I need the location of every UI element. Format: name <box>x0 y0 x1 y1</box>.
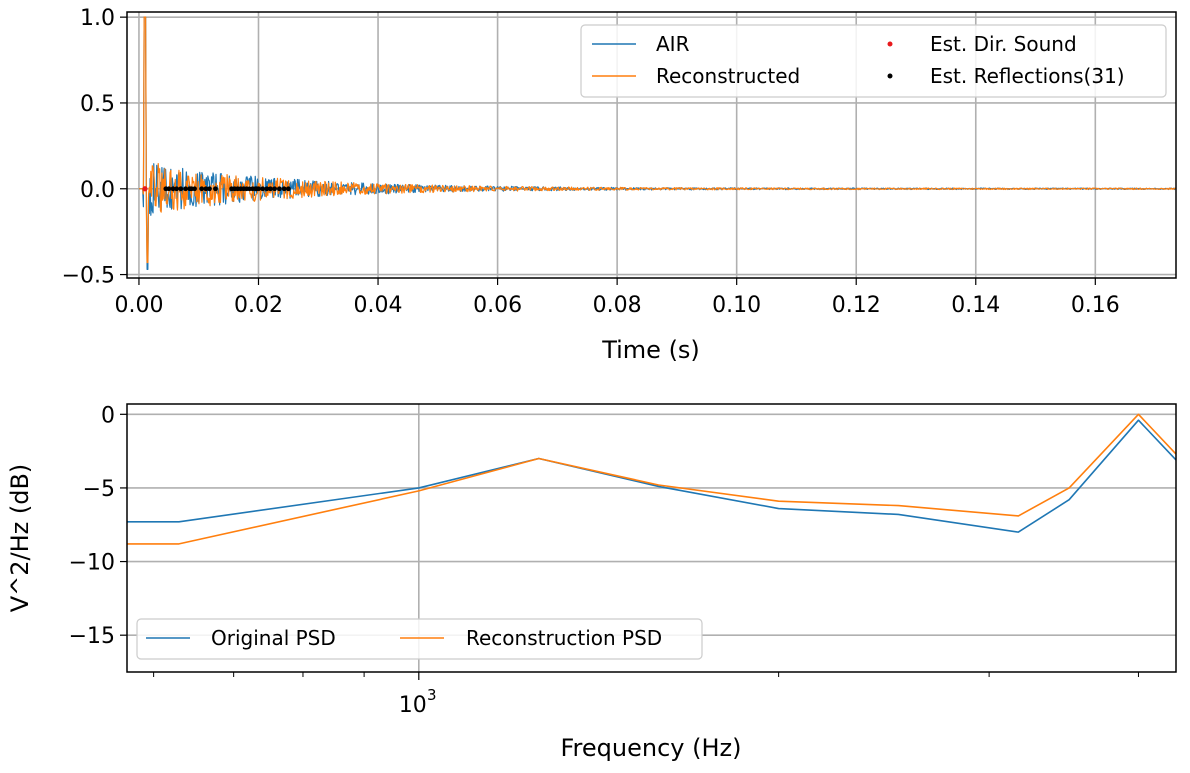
time-series-markers <box>142 186 291 192</box>
legend-label-direct-sound: Est. Dir. Sound <box>930 32 1077 56</box>
time-x-tick-label: 0.06 <box>473 293 522 318</box>
psd-y-tick-label: 0 <box>101 403 115 428</box>
legend-label-reflections: Est. Reflections(31) <box>930 64 1125 88</box>
reflection-marker <box>189 186 194 192</box>
time-x-tick-label: 0.14 <box>951 293 1000 318</box>
reconstruction-psd-line <box>127 413 1177 545</box>
legend-label-original-psd: Original PSD <box>211 626 336 650</box>
original-psd-line <box>127 419 1177 533</box>
time-legend: AIR Reconstructed Est. Dir. Sound Est. R… <box>580 24 1167 98</box>
psd-y-axis-label: V^2/Hz (dB) <box>6 464 34 613</box>
psd-y-tick-label: −15 <box>69 624 115 649</box>
time-x-tick-label: 0.12 <box>832 293 881 318</box>
time-domain-panel: 0.00 0.02 0.04 0.06 0.08 0.10 0.12 0.14 0.16 1.0… <box>62 6 1177 364</box>
legend-marker-direct-sound <box>887 41 893 47</box>
legend-label-reconstruction-psd: Reconstruction PSD <box>466 626 662 650</box>
time-series-lines <box>138 16 1177 271</box>
reflection-marker <box>203 186 209 192</box>
reflection-marker <box>254 186 260 192</box>
time-x-tick-label: 0.08 <box>593 293 642 318</box>
reflection-marker <box>281 186 287 192</box>
reflection-marker <box>170 186 176 192</box>
psd-x-ticks: 10 3 <box>153 672 1139 718</box>
reflection-marker <box>272 186 278 192</box>
time-y-tick-label: 0.0 <box>80 178 115 203</box>
time-x-tick-label: 0.16 <box>1071 293 1120 318</box>
psd-x-tick-label: 10 <box>399 693 427 718</box>
reconstructed-line <box>138 16 1177 264</box>
time-legend-box <box>580 24 1167 98</box>
legend-label-air: AIR <box>656 32 690 56</box>
reflection-marker <box>285 186 291 192</box>
reflection-marker <box>268 186 273 192</box>
reflection-marker <box>199 186 205 192</box>
psd-y-tick-label: −10 <box>69 551 115 576</box>
psd-x-axis-label: Frequency (Hz) <box>561 734 742 762</box>
psd-series-lines <box>127 413 1177 545</box>
time-x-ticks: 0.00 0.02 0.04 0.06 0.08 0.10 0.12 0.14 0.16 <box>114 278 1120 318</box>
psd-legend-box <box>136 618 703 660</box>
time-y-tick-label: 1.0 <box>80 6 115 31</box>
reflection-marker <box>277 186 282 192</box>
psd-x-tick-exponent: 3 <box>427 686 437 704</box>
time-x-tick-label: 0.10 <box>712 293 761 318</box>
psd-axes-frame <box>126 403 1177 673</box>
reflection-marker <box>178 186 184 192</box>
reflection-marker <box>213 186 218 192</box>
reflection-marker <box>183 186 188 192</box>
time-x-tick-label: 0.04 <box>354 293 403 318</box>
reflection-marker <box>166 186 172 192</box>
direct-sound-marker <box>142 186 148 192</box>
psd-y-tick-label: −5 <box>83 477 115 502</box>
time-y-tick-label: −0.5 <box>62 264 115 289</box>
time-y-tick-label: 0.5 <box>80 92 115 117</box>
legend-marker-reflections <box>887 73 893 79</box>
reflection-marker <box>264 186 270 192</box>
legend-label-reconstructed: Reconstructed <box>656 64 800 88</box>
reflection-marker <box>174 186 180 192</box>
time-axes-frame <box>126 11 1177 279</box>
reflection-marker <box>207 186 212 192</box>
time-x-axis-label: Time (s) <box>601 336 700 364</box>
psd-y-ticks: 0 −5 −10 −15 <box>69 403 127 649</box>
time-x-tick-label: 0.02 <box>234 293 283 318</box>
reflection-marker <box>260 186 266 192</box>
time-y-ticks: 1.0 0.5 0.0 −0.5 <box>62 6 127 289</box>
time-x-tick-label: 0.00 <box>114 293 163 318</box>
psd-legend: Original PSD Reconstruction PSD <box>136 618 703 660</box>
psd-panel: 10 3 0 −5 −10 −15 Frequency (Hz) V^2/Hz (dB)… <box>6 403 1177 762</box>
